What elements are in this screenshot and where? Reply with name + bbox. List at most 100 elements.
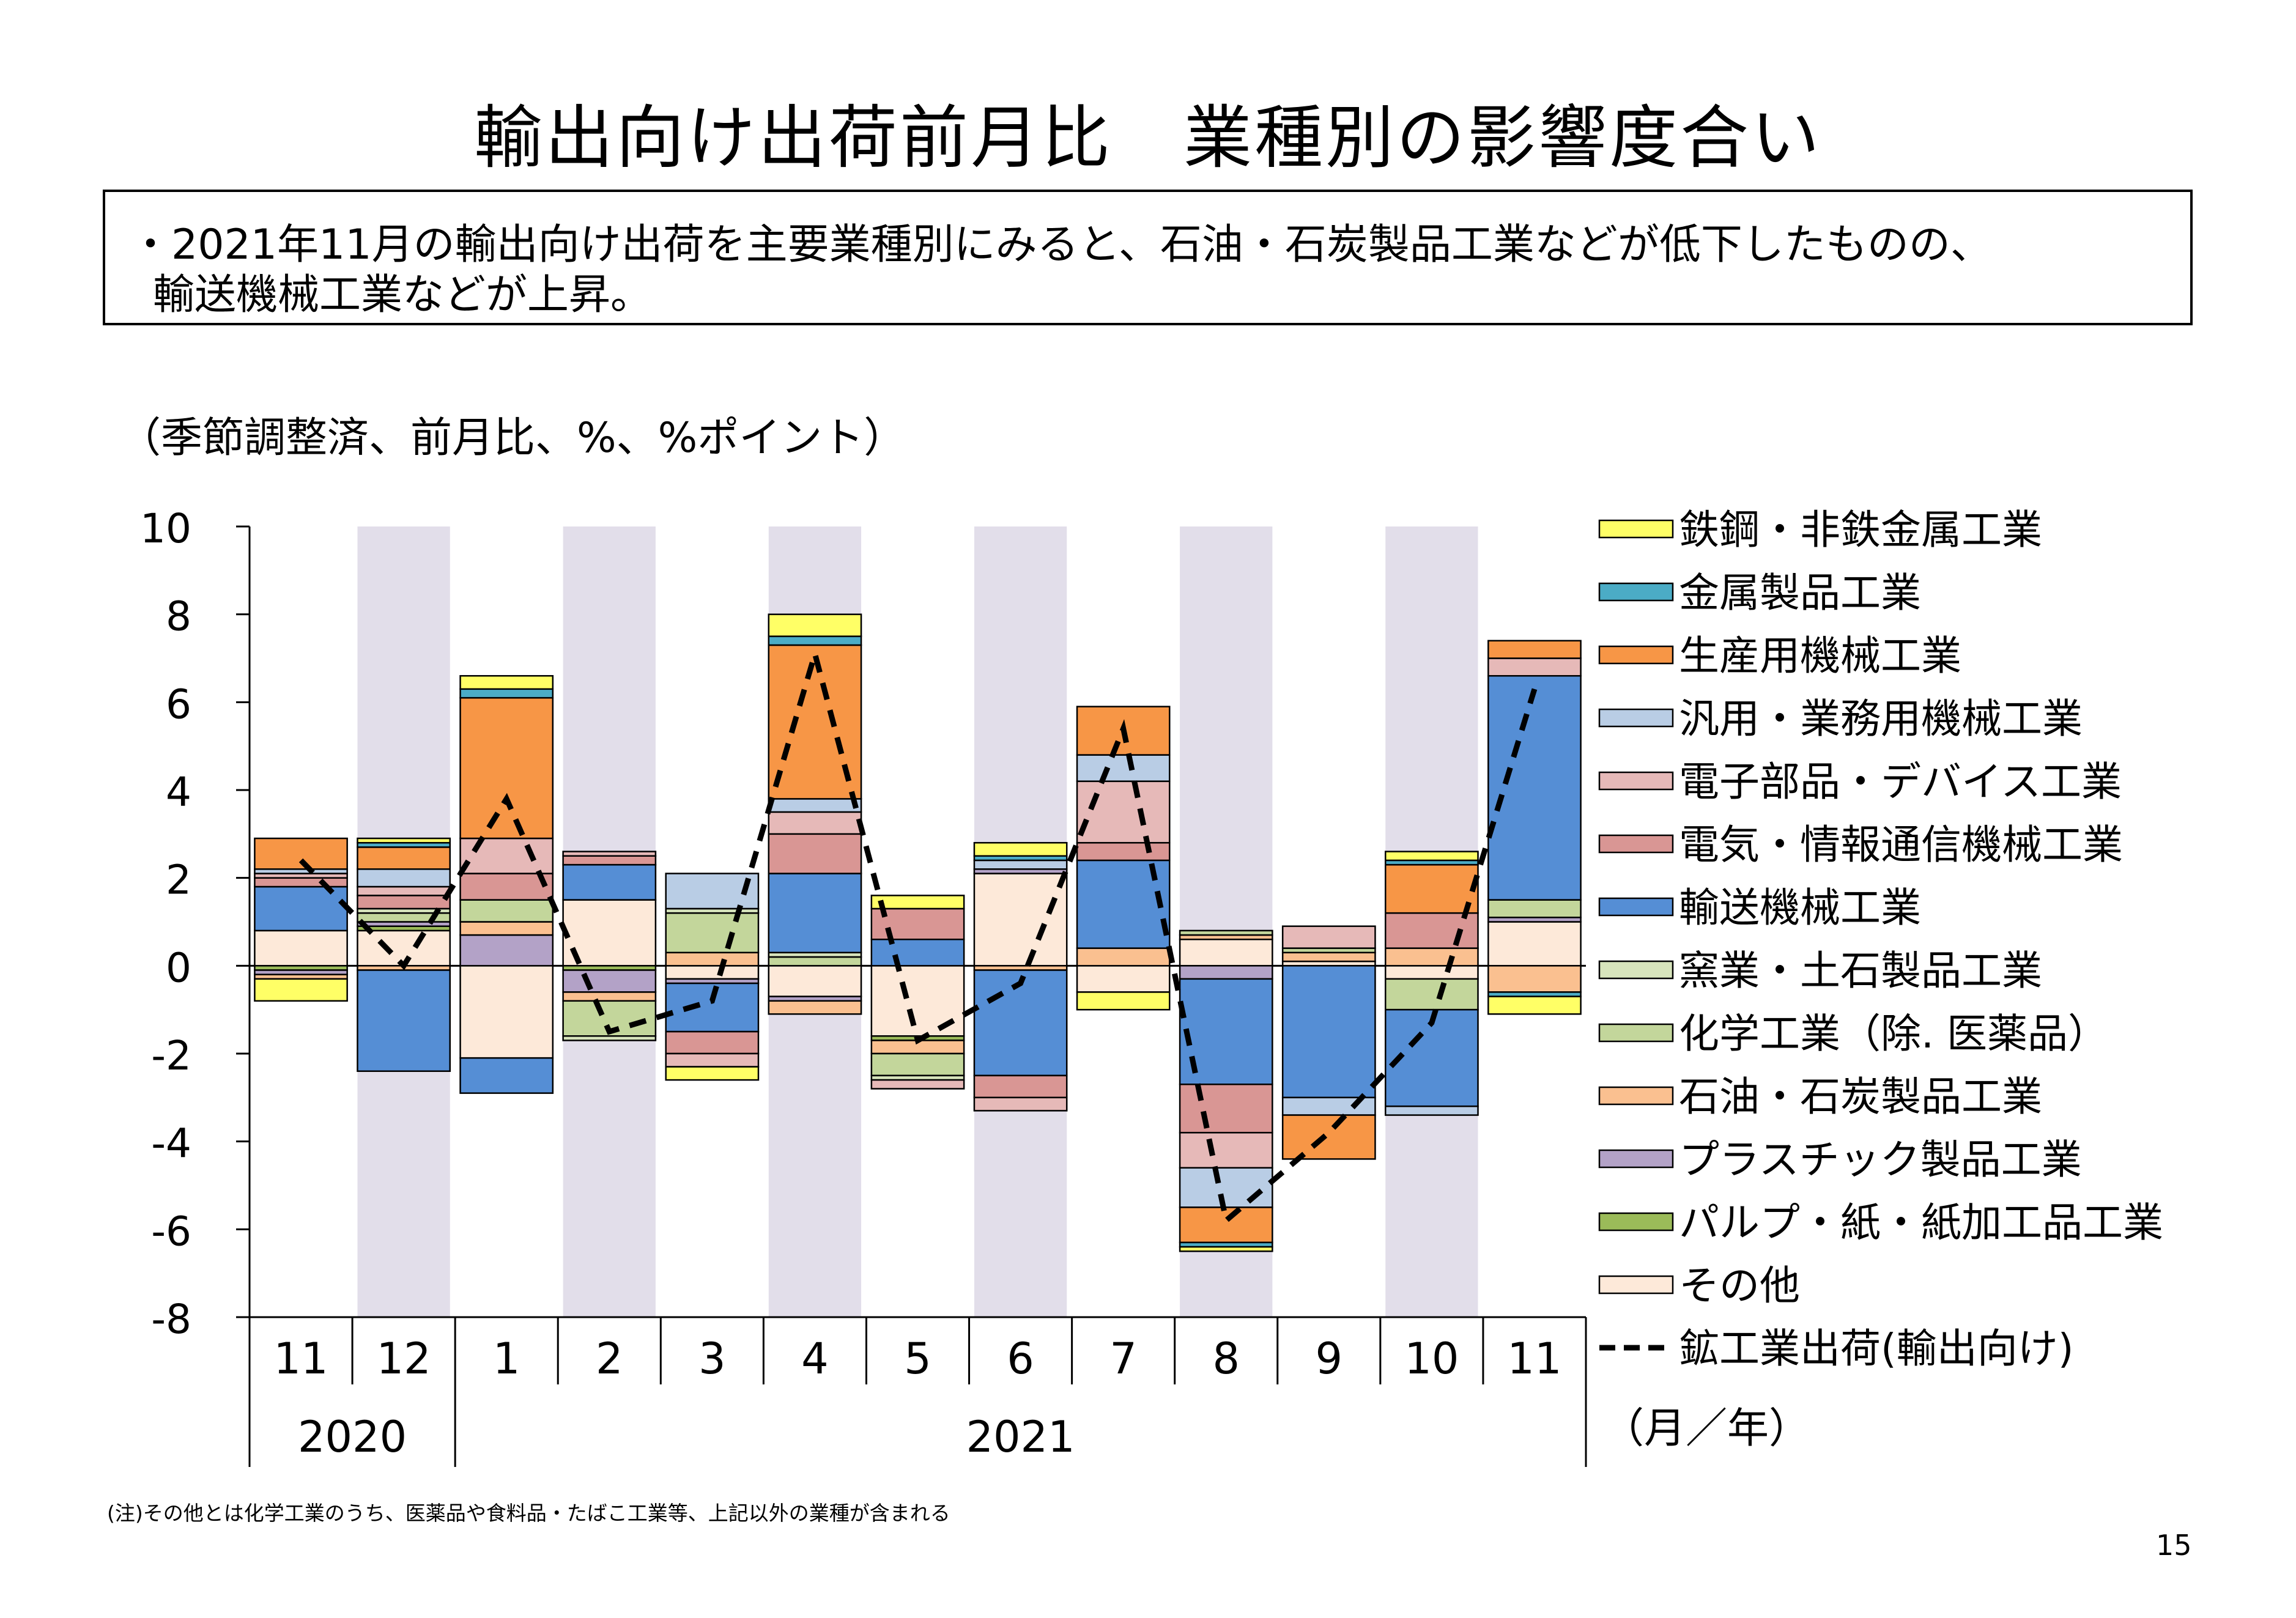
total-line-path: [298, 643, 1538, 1226]
month-label: 5: [904, 1334, 931, 1384]
bar-segment: [357, 885, 451, 896]
bar-segment: [459, 688, 554, 699]
legend-swatch: [1598, 708, 1674, 728]
bar-segment: [973, 841, 1068, 857]
bar-segment: [254, 837, 348, 870]
page-number: 15: [2156, 1529, 2192, 1562]
bar-segment: [357, 969, 451, 1072]
y-tick-label: 4: [166, 769, 191, 816]
y-tick-label: -2: [151, 1032, 191, 1079]
y-tick-label: -8: [151, 1296, 191, 1343]
y-tick-label: 0: [166, 944, 191, 991]
legend-swatch: [1598, 1212, 1674, 1232]
bar-segment: [562, 991, 657, 1002]
bar-segment: [459, 921, 554, 936]
y-tick-labels: 10 8 6 4 2 0 -2 -4 -6 -8: [140, 505, 191, 1343]
month-label: 12: [377, 1334, 431, 1384]
bar-segment: [1076, 754, 1171, 782]
bar-segment: [768, 613, 862, 637]
legend-label: 汎用・業務用機械工業: [1679, 695, 2083, 742]
bar-segment: [1179, 929, 1273, 936]
bar-segment: [973, 1096, 1068, 1112]
bar-segment: [1179, 938, 1273, 967]
axes: [236, 525, 1587, 1467]
bar-segment: [562, 851, 657, 857]
legend-label: パルプ・紙・紙加工品工業: [1679, 1199, 2163, 1246]
footnote: (注)その他とは化学工業のうち、医薬品や食料品・たばこ工業等、上記以外の業種が含…: [107, 1501, 950, 1525]
bar-segment: [1076, 947, 1171, 967]
bar-segment: [665, 1066, 760, 1081]
bar-segment: [1487, 640, 1582, 659]
bar-segment: [1487, 657, 1582, 677]
legend-label: 鉄鋼・非鉄金属工業: [1679, 506, 2042, 553]
unit-note: （季節調整済、前月比、%、%ポイント）: [119, 414, 906, 462]
bar-segment: [459, 696, 554, 840]
month-label: 9: [1316, 1334, 1343, 1384]
legend-label: その他: [1679, 1262, 1800, 1309]
year-label: 2021: [966, 1412, 1075, 1462]
bar-segment: [768, 956, 862, 967]
month-label: 7: [1109, 1334, 1137, 1384]
year-label: 2020: [298, 1412, 407, 1462]
legend-swatch: [1598, 1275, 1674, 1295]
y-tick-label: 8: [166, 593, 191, 640]
bar-segment: [665, 1030, 760, 1055]
bar-segment: [459, 1057, 554, 1094]
legend-label: 石油・石炭製品工業: [1679, 1073, 2042, 1120]
stacked-bars: [254, 613, 1582, 1252]
bar-segment: [1076, 841, 1171, 862]
month-label: 6: [1007, 1334, 1034, 1384]
bar-segment: [973, 1074, 1068, 1099]
bar-segment: [768, 811, 862, 835]
y-tick-label: 6: [166, 681, 191, 728]
month-label: 11: [273, 1334, 328, 1384]
legend-swatch: [1598, 519, 1674, 539]
month-label: 10: [1404, 1334, 1459, 1384]
total-line: [298, 643, 1538, 1226]
bar-segment: [1281, 965, 1376, 1099]
month-label: 1: [493, 1334, 520, 1384]
bar-segment: [562, 863, 657, 901]
bar-segment: [357, 929, 451, 967]
bar-segment: [1179, 965, 1273, 980]
bar-segment: [665, 912, 760, 954]
bar-segment: [1385, 1105, 1479, 1116]
bar-segment: [1487, 996, 1582, 1015]
bar-segment: [870, 1052, 965, 1077]
bar-segment: [1076, 991, 1171, 1011]
bar-segment: [665, 982, 760, 1033]
legend-swatch: [1598, 771, 1674, 791]
bar-segment: [870, 1079, 965, 1090]
legend-label: 電子部品・デバイス工業: [1679, 758, 2122, 805]
legend-label: 鉱工業出荷(輸出向け): [1679, 1325, 2074, 1372]
bar-segment: [973, 859, 1068, 870]
bar-segment: [1076, 780, 1171, 844]
bar-segment: [768, 833, 862, 874]
bar-segment: [1076, 965, 1171, 993]
bar-segment: [357, 846, 451, 870]
legend: 鉄鋼・非鉄金属工業金属製品工業生産用機械工業汎用・業務用機械工業電子部品・デバイ…: [1598, 506, 2163, 1372]
legend-swatch: [1598, 1023, 1674, 1043]
summary-line-1: ・2021年11月の輸出向け出荷を主要業種別にみると、石油・石炭製品工業などが低…: [130, 221, 1992, 269]
legend-swatch: [1598, 960, 1674, 980]
bar-segment: [1385, 863, 1479, 914]
bar-segment: [870, 895, 965, 910]
y-tick-label: 10: [140, 505, 191, 552]
bar-segment: [459, 965, 554, 1059]
month-label: 4: [801, 1334, 829, 1384]
bar-segment: [1179, 1132, 1273, 1169]
legend-label: 生産用機械工業: [1679, 632, 1961, 679]
bar-segment: [562, 969, 657, 993]
bar-segment: [768, 798, 862, 813]
y-tick-label: -6: [151, 1208, 191, 1255]
bar-segment: [1179, 1084, 1273, 1134]
month-label: 2: [596, 1334, 623, 1384]
bar-segment: [562, 855, 657, 866]
month-label: 3: [698, 1334, 726, 1384]
bar-segment: [665, 1052, 760, 1068]
bar-segment: [870, 938, 965, 967]
legend-label: 化学工業（除. 医薬品）: [1679, 1010, 2108, 1057]
summary-box: ・2021年11月の輸出向け出荷を主要業種別にみると、石油・石炭製品工業などが低…: [103, 190, 2193, 325]
